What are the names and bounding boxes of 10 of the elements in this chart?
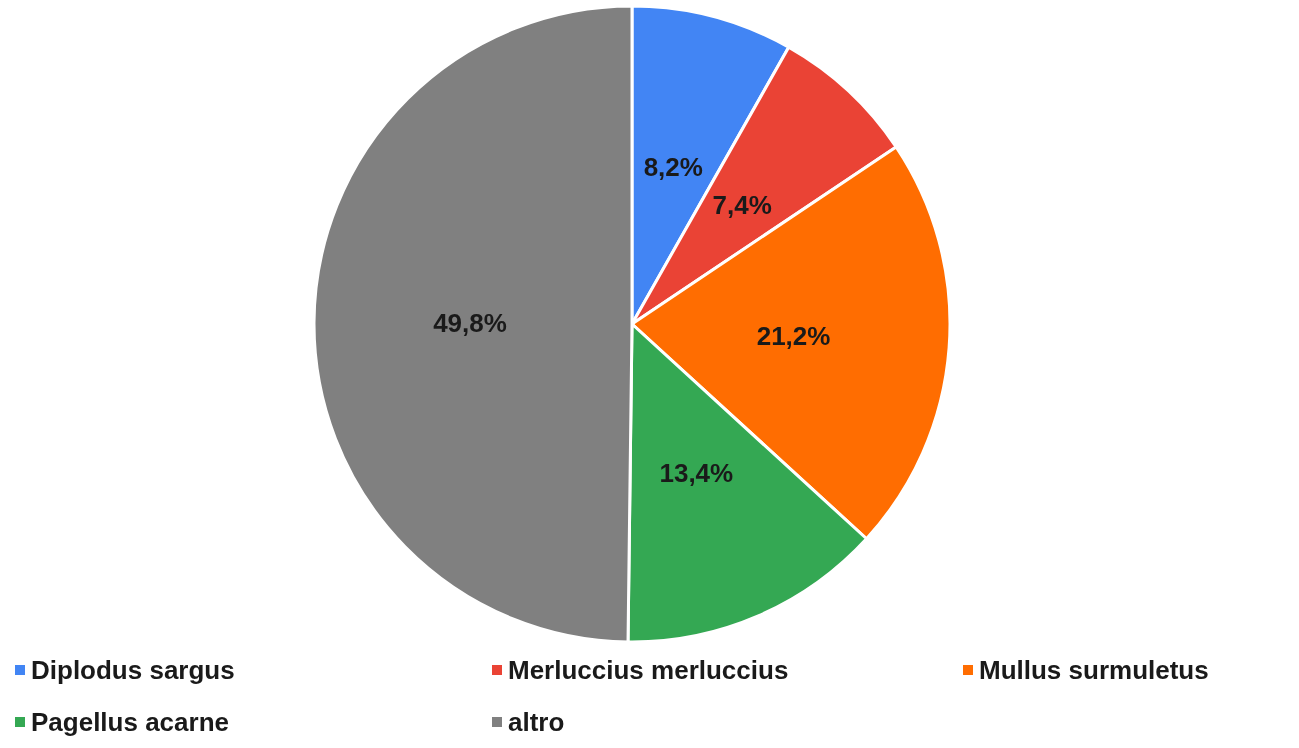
data-label: 7,4% (712, 190, 772, 221)
legend-label: Mullus surmuletus (979, 655, 1209, 685)
legend-label: altro (508, 707, 565, 737)
data-label: 21,2% (756, 321, 831, 352)
data-label: 49,8% (433, 307, 507, 338)
data-label: 8,2% (643, 152, 703, 183)
data-label: 13,4% (659, 457, 734, 488)
legend-label: Merluccius merluccius (508, 655, 789, 685)
legend-label: Pagellus acarne (31, 707, 229, 737)
legend-label: Diplodus sargus (31, 655, 235, 685)
